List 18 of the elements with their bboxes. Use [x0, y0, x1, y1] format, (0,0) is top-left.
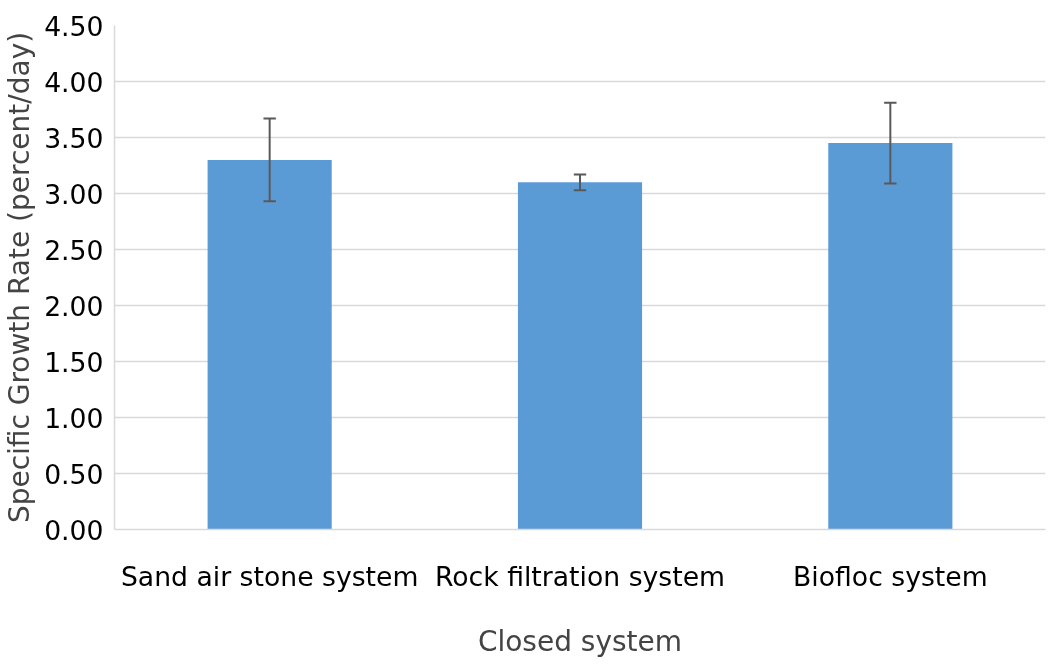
x-tick-label: Sand air stone system: [120, 560, 419, 592]
y-tick-label: 0.50: [44, 458, 104, 490]
x-axis-title: Closed system: [477, 624, 683, 658]
bar: [517, 182, 643, 530]
y-tick-label: 1.00: [44, 402, 104, 434]
y-tick-label: 0.00: [44, 514, 104, 546]
bar: [828, 143, 953, 530]
y-tick-label: 2.00: [44, 290, 104, 322]
y-axis-title: Specific Growth Rate (percent/day): [3, 31, 37, 524]
bar: [207, 159, 332, 530]
y-tick-label: 1.50: [44, 346, 104, 378]
x-tick-label: Rock filtration system: [434, 560, 726, 592]
y-tick-label: 4.50: [44, 10, 104, 42]
y-tick-label: 4.00: [44, 66, 104, 98]
y-tick-label: 3.00: [44, 178, 104, 210]
y-tick-label: 2.50: [44, 234, 104, 266]
x-tick-label: Biofloc system: [793, 560, 988, 592]
y-tick-label: 3.50: [44, 122, 104, 154]
